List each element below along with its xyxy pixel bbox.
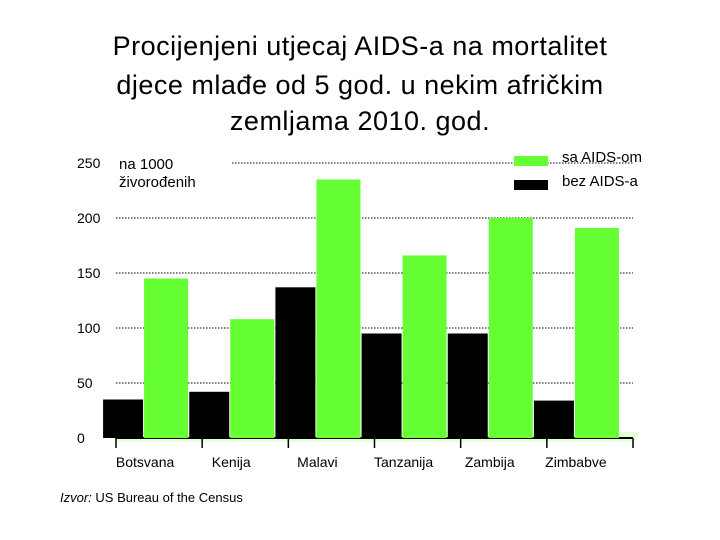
x-tick-label-zimbabve: Zimbabve xyxy=(545,454,607,470)
x-tick-label-botsvana: Botsvana xyxy=(116,454,175,470)
x-tick-label-kenija: Kenija xyxy=(212,454,251,470)
bar-with-aids-malavi xyxy=(316,179,361,438)
source-label: Izvor: xyxy=(60,490,92,505)
y-tick-label-50: 50 xyxy=(77,375,93,391)
bar-with-aids-kenija xyxy=(230,319,275,438)
bar-with-aids-botsvana xyxy=(144,278,189,438)
bar-without-aids-botsvana xyxy=(103,399,144,438)
bar-with-aids-zambija xyxy=(488,218,533,438)
x-tick-label-malavi: Malavi xyxy=(297,454,337,470)
y-tick-label-200: 200 xyxy=(77,210,101,226)
legend-swatch-2 xyxy=(514,180,548,190)
bar-without-aids-zimbabve xyxy=(533,400,574,438)
bar-without-aids-zambija xyxy=(447,333,488,438)
legend-label-1: sa AIDS-om xyxy=(562,149,642,166)
source-note: Izvor: US Bureau of the Census xyxy=(60,490,243,505)
source-text: US Bureau of the Census xyxy=(91,490,243,505)
x-tick-label-zambija: Zambija xyxy=(465,454,515,470)
chart-title-line-2: djece mlađe od 5 god. u nekim afričkim xyxy=(116,70,604,100)
y-axis-label-line-2: živorođenih xyxy=(119,174,196,191)
y-tick-label-250: 250 xyxy=(77,155,101,171)
bar-without-aids-tanzanija xyxy=(361,333,402,438)
y-axis-label-line-1: na 1000 xyxy=(119,156,173,173)
y-tick-label-100: 100 xyxy=(77,320,101,336)
y-tick-label-0: 0 xyxy=(77,430,85,446)
bar-without-aids-kenija xyxy=(189,391,230,438)
y-tick-label-150: 150 xyxy=(77,265,101,281)
chart-title-line-3: zemljama 2010. god. xyxy=(229,106,491,136)
bar-with-aids-tanzanija xyxy=(402,255,447,438)
legend-label-2: bez AIDS-a xyxy=(562,173,639,190)
bar-with-aids-zimbabve xyxy=(574,227,619,438)
chart-title-line-1: Procijenjeni utjecaj AIDS-a na mortalite… xyxy=(112,31,608,61)
x-tick-label-tanzanija: Tanzanija xyxy=(374,454,433,470)
bar-without-aids-malavi xyxy=(275,287,316,438)
legend-swatch-1 xyxy=(514,156,548,166)
